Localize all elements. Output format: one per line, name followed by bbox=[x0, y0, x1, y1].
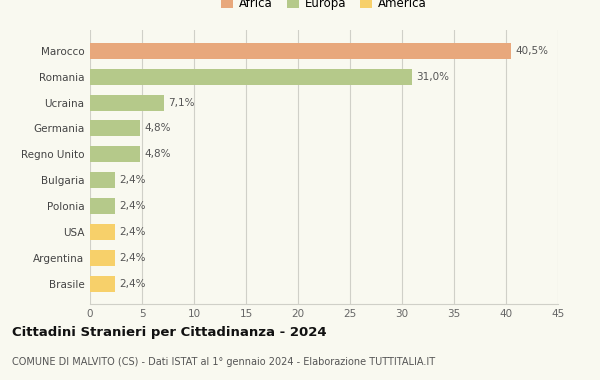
Bar bbox=[90, 69, 412, 85]
Bar bbox=[90, 224, 115, 240]
Bar bbox=[90, 43, 511, 59]
Text: 4,8%: 4,8% bbox=[144, 149, 170, 159]
Bar bbox=[90, 120, 140, 136]
Text: COMUNE DI MALVITO (CS) - Dati ISTAT al 1° gennaio 2024 - Elaborazione TUTTITALIA: COMUNE DI MALVITO (CS) - Dati ISTAT al 1… bbox=[12, 357, 435, 367]
Legend: Africa, Europa, America: Africa, Europa, America bbox=[217, 0, 431, 15]
Text: 2,4%: 2,4% bbox=[119, 253, 146, 263]
Bar bbox=[90, 276, 115, 291]
Bar bbox=[90, 146, 140, 162]
Text: 2,4%: 2,4% bbox=[119, 175, 146, 185]
Text: 31,0%: 31,0% bbox=[416, 72, 449, 82]
Bar bbox=[90, 172, 115, 188]
Text: 7,1%: 7,1% bbox=[168, 98, 194, 108]
Text: 40,5%: 40,5% bbox=[515, 46, 548, 56]
Text: 4,8%: 4,8% bbox=[144, 124, 170, 133]
Bar bbox=[90, 95, 164, 111]
Bar bbox=[90, 250, 115, 266]
Text: 2,4%: 2,4% bbox=[119, 227, 146, 237]
Text: Cittadini Stranieri per Cittadinanza - 2024: Cittadini Stranieri per Cittadinanza - 2… bbox=[12, 326, 326, 339]
Text: 2,4%: 2,4% bbox=[119, 279, 146, 288]
Text: 2,4%: 2,4% bbox=[119, 201, 146, 211]
Bar bbox=[90, 198, 115, 214]
